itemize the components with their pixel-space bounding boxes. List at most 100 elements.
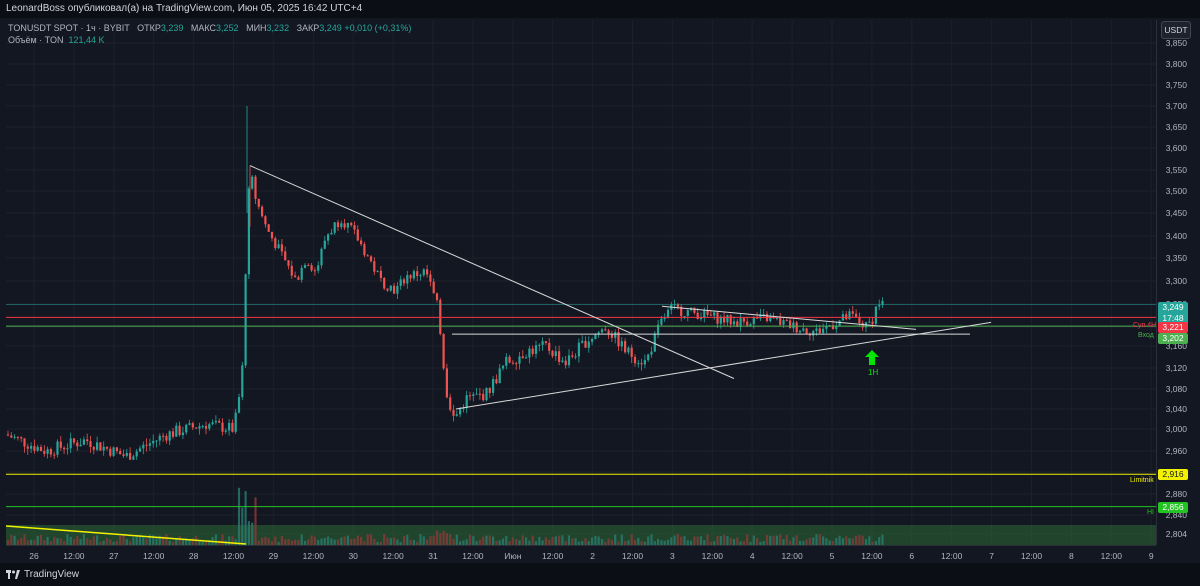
candle-body xyxy=(584,340,587,348)
volume-bar xyxy=(409,539,412,545)
candle-body xyxy=(369,256,373,262)
time-axis[interactable]: 26 12:00 27 12:00 28 12:00 29 12:00 30 12:00 31 12:… xyxy=(6,545,1156,564)
candle-body xyxy=(531,348,534,354)
time-tick: 27 xyxy=(109,551,119,561)
candle-body xyxy=(792,322,795,329)
candle-body xyxy=(640,363,643,365)
candle-body xyxy=(455,414,458,416)
volume-bar xyxy=(198,541,201,545)
volume-label[interactable]: Объём · TON xyxy=(8,35,64,45)
currency-button[interactable]: USDT xyxy=(1161,21,1191,39)
candle-body xyxy=(874,306,877,324)
volume-bar xyxy=(706,534,709,545)
volume-legend: Объём · TON 121,44 K xyxy=(8,35,105,45)
volume-bar xyxy=(633,540,637,545)
volume-bar xyxy=(369,534,373,545)
candle-body xyxy=(650,351,653,355)
candle-body xyxy=(30,445,33,449)
candle-body xyxy=(868,321,871,323)
candle-body xyxy=(6,434,10,436)
volume-bar xyxy=(858,534,861,545)
candle-body xyxy=(591,339,594,342)
candle-body xyxy=(386,288,389,291)
candle-body xyxy=(802,328,805,331)
volume-bar xyxy=(581,541,584,545)
candle-body xyxy=(294,275,297,278)
volume-bar xyxy=(742,541,745,545)
candle-body xyxy=(709,314,712,316)
candle-body xyxy=(346,223,349,228)
time-tick: 4 xyxy=(749,551,755,561)
time-tick: 12:00 xyxy=(222,551,245,561)
candle-body xyxy=(26,446,29,449)
candle-body xyxy=(779,317,782,325)
candle-body xyxy=(145,444,148,446)
candle-body xyxy=(16,436,19,438)
volume-bar xyxy=(594,535,597,545)
candle-body xyxy=(435,293,439,300)
volume-bar xyxy=(277,541,280,545)
candle-body xyxy=(247,188,250,275)
volume-bar xyxy=(779,534,782,545)
candle-body xyxy=(498,368,501,384)
volume-bar xyxy=(726,536,729,545)
candle-body xyxy=(330,232,333,235)
volume-bar xyxy=(155,537,158,545)
candle-body xyxy=(729,315,732,325)
volume-bar xyxy=(798,540,802,545)
price-axis[interactable]: 3,850 3,800 3,750 3,700 3,650 3,600 3,550 3,500… xyxy=(1156,20,1200,545)
volume-bar xyxy=(191,537,194,545)
hi-price-label: 2,856 xyxy=(1158,502,1188,513)
volume-bar xyxy=(789,540,792,545)
candle-body xyxy=(501,365,505,369)
candle-body xyxy=(201,426,204,428)
volume-bar xyxy=(201,541,204,545)
volume-bar xyxy=(620,534,623,545)
candle-body xyxy=(442,334,445,369)
volume-bar xyxy=(488,535,491,545)
volume-bar xyxy=(693,536,696,545)
candle-body xyxy=(92,447,95,450)
candle-body xyxy=(165,436,168,441)
volume-bar xyxy=(416,541,419,545)
candle-body xyxy=(261,206,264,217)
volume-bar xyxy=(792,537,795,545)
volume-bar xyxy=(26,540,29,545)
candle-body xyxy=(195,427,198,429)
candle-body xyxy=(815,328,818,331)
volume-bar xyxy=(690,540,693,545)
candle-body xyxy=(637,363,640,365)
published-text: LeonardBoss опубликовал(а) на TradingVie… xyxy=(6,3,363,14)
volume-bar xyxy=(808,537,811,545)
volume-bar xyxy=(231,536,234,545)
volume-bar xyxy=(657,538,660,545)
volume-bar xyxy=(105,538,109,545)
candle-body xyxy=(858,316,861,323)
volume-bar xyxy=(802,541,805,545)
volume-bar xyxy=(208,540,211,545)
time-tick: 28 xyxy=(188,551,199,561)
volume-bar xyxy=(548,539,551,545)
volume-bar xyxy=(214,534,217,545)
time-tick: 12:00 xyxy=(462,551,484,561)
volume-bar xyxy=(204,541,208,545)
candle-body xyxy=(762,314,765,316)
candle-body xyxy=(719,316,722,324)
price-chart[interactable] xyxy=(6,20,1156,545)
candle-body xyxy=(742,318,745,322)
volume-bar xyxy=(327,536,330,545)
candle-body xyxy=(10,435,13,438)
price-tick: 3,550 xyxy=(1165,165,1187,175)
price-tick: 3,500 xyxy=(1165,186,1187,196)
candle-body xyxy=(300,267,303,280)
volume-bar xyxy=(703,539,706,545)
symbol-name[interactable]: TONUSDT SPOT · 1ч · BYBIT xyxy=(8,23,130,33)
candle-body xyxy=(122,454,125,456)
price-tick: 3,080 xyxy=(1165,384,1187,394)
volume-bar xyxy=(419,534,422,545)
time-tick: 8 xyxy=(1069,551,1074,561)
low-label: МИН xyxy=(246,23,267,33)
candle-body xyxy=(732,321,736,325)
volume-bar xyxy=(340,537,343,545)
price-tick: 3,040 xyxy=(1165,404,1187,414)
